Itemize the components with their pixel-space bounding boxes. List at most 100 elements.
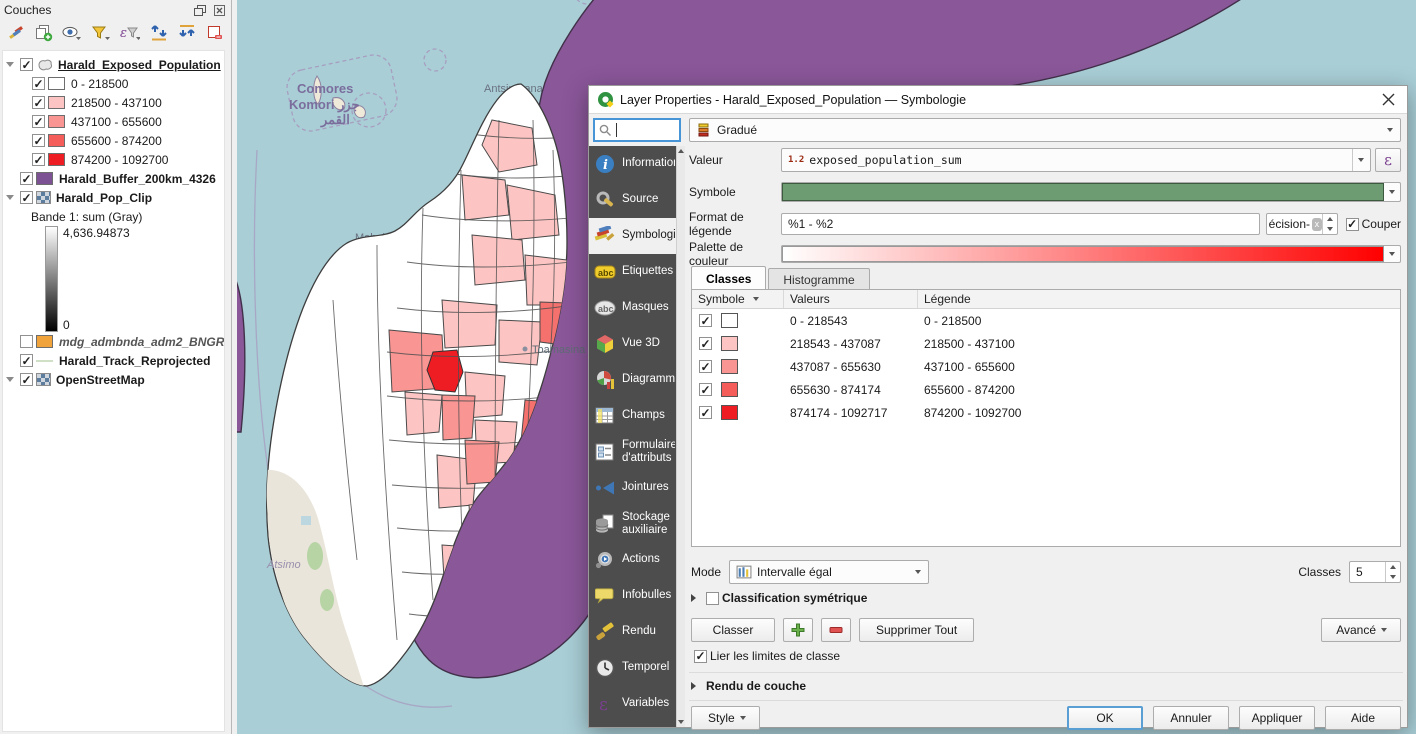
tab-jointures[interactable]: Jointures <box>589 470 685 506</box>
class-checkbox[interactable] <box>32 115 45 128</box>
tab-classes[interactable]: Classes <box>691 266 766 290</box>
advanced-button[interactable]: Avancé <box>1321 618 1401 642</box>
class-checkbox[interactable] <box>32 134 45 147</box>
renderer-select[interactable]: Gradué <box>689 118 1401 142</box>
expander-icon[interactable] <box>3 377 17 382</box>
layer-item-mdg-admin[interactable]: mdg_admbnda_adm2_BNGRC <box>3 332 224 351</box>
layer-checkbox[interactable] <box>20 58 33 71</box>
row-swatch[interactable] <box>721 405 738 420</box>
classes-count-spinner[interactable]: 5 <box>1349 561 1401 583</box>
remove-layer-icon[interactable] <box>206 23 225 43</box>
class-row[interactable]: 0 - 218543 0 - 218500 <box>692 309 1400 332</box>
spin-up-icon[interactable] <box>1323 214 1337 224</box>
layer-item-exposed-population[interactable]: Harald_Exposed_Population <box>3 55 224 74</box>
expander-icon[interactable] <box>3 62 17 67</box>
class-checkbox[interactable] <box>32 153 45 166</box>
class-checkbox[interactable] <box>32 96 45 109</box>
collapse-arrow-icon[interactable] <box>691 594 696 602</box>
add-class-button[interactable] <box>783 618 813 642</box>
tab-information[interactable]: i Information <box>589 146 685 182</box>
legend-class-row[interactable]: 655600 - 874200 <box>3 131 224 150</box>
filter-legend-icon[interactable] <box>91 23 111 43</box>
class-checkbox[interactable] <box>32 77 45 90</box>
row-checkbox[interactable] <box>699 360 712 373</box>
layer-item-track[interactable]: Harald_Track_Reprojected <box>3 351 224 370</box>
symbol-button[interactable] <box>781 182 1401 202</box>
row-checkbox[interactable] <box>699 406 712 419</box>
filter-expression-icon[interactable]: ε <box>120 23 140 43</box>
collapse-all-icon[interactable] <box>178 23 197 43</box>
clear-icon[interactable]: x <box>1312 218 1322 231</box>
dialog-titlebar[interactable]: Layer Properties - Harald_Exposed_Popula… <box>589 86 1407 114</box>
legend-class-row[interactable]: 0 - 218500 <box>3 74 224 93</box>
layer-checkbox[interactable] <box>20 354 33 367</box>
layer-item-osm[interactable]: OpenStreetMap <box>3 370 224 389</box>
color-ramp-button[interactable] <box>781 245 1401 263</box>
symmetric-checkbox[interactable] <box>706 592 719 605</box>
row-checkbox[interactable] <box>699 383 712 396</box>
classify-button[interactable]: Classer <box>691 618 775 642</box>
row-swatch[interactable] <box>721 382 738 397</box>
tab-infobulles[interactable]: Infobulles <box>589 578 685 614</box>
legend-class-row[interactable]: 218500 - 437100 <box>3 93 224 112</box>
remove-class-button[interactable] <box>821 618 851 642</box>
value-field-select[interactable]: 1.2 exposed_population_sum <box>781 148 1371 172</box>
layer-checkbox[interactable] <box>20 373 33 386</box>
tab-champs[interactable]: Champs <box>589 398 685 434</box>
precision-spinner[interactable]: écision- x <box>1266 213 1338 235</box>
class-row[interactable]: 655630 - 874174 655600 - 874200 <box>692 378 1400 401</box>
tab-etiquettes[interactable]: abc Étiquettes <box>589 254 685 290</box>
properties-search-input[interactable] <box>593 118 681 142</box>
sidebar-scrollbar[interactable] <box>676 146 685 727</box>
cancel-button[interactable]: Annuler <box>1153 706 1229 730</box>
tab-rendu[interactable]: Rendu <box>589 614 685 650</box>
layer-checkbox[interactable] <box>20 335 33 348</box>
tab-source[interactable]: Source <box>589 182 685 218</box>
class-row[interactable]: 218543 - 437087 218500 - 437100 <box>692 332 1400 355</box>
float-panel-icon[interactable] <box>192 3 208 17</box>
delete-all-button[interactable]: Supprimer Tout <box>859 618 974 642</box>
expand-all-icon[interactable] <box>149 23 168 43</box>
header-symbole[interactable]: Symbole <box>692 290 784 308</box>
row-swatch[interactable] <box>721 359 738 374</box>
tab-diagrammes[interactable]: Diagrammes <box>589 362 685 398</box>
layer-checkbox[interactable] <box>20 191 33 204</box>
tab-formulaire-attributs[interactable]: Formulaire d'attributs <box>589 434 685 470</box>
scroll-down-icon[interactable] <box>676 717 685 727</box>
tab-variables[interactable]: ε Variables <box>589 686 685 722</box>
spin-up-icon[interactable] <box>1386 562 1400 572</box>
tab-masques[interactable]: abc Masques <box>589 290 685 326</box>
style-button[interactable]: Style <box>691 706 760 730</box>
layer-item-buffer[interactable]: Harald_Buffer_200km_4326 <box>3 169 224 188</box>
scroll-up-icon[interactable] <box>676 146 685 156</box>
row-checkbox[interactable] <box>699 314 712 327</box>
layer-checkbox[interactable] <box>20 172 33 185</box>
expander-icon[interactable] <box>3 195 17 200</box>
collapse-arrow-icon[interactable] <box>691 682 696 690</box>
ok-button[interactable]: OK <box>1067 706 1143 730</box>
row-swatch[interactable] <box>721 336 738 351</box>
class-row[interactable]: 437087 - 655630 437100 - 655600 <box>692 355 1400 378</box>
spin-down-icon[interactable] <box>1386 572 1400 582</box>
row-checkbox[interactable] <box>699 337 712 350</box>
tab-elevation-partial[interactable] <box>589 722 685 727</box>
tab-temporel[interactable]: Temporel <box>589 650 685 686</box>
expression-builder-button[interactable]: ε <box>1375 148 1401 172</box>
tab-histogramme[interactable]: Histogramme <box>768 268 869 290</box>
header-legende[interactable]: Légende <box>918 290 1400 308</box>
mode-select[interactable]: Intervalle égal <box>729 560 929 584</box>
tab-symbologie[interactable]: Symbologie <box>589 218 685 254</box>
row-swatch[interactable] <box>721 313 738 328</box>
spin-down-icon[interactable] <box>1323 224 1337 234</box>
trim-checkbox[interactable] <box>1346 218 1359 231</box>
manage-map-themes-icon[interactable] <box>62 23 82 43</box>
legend-class-row[interactable]: 874200 - 1092700 <box>3 150 224 169</box>
header-valeurs[interactable]: Valeurs <box>784 290 918 308</box>
legend-class-row[interactable]: 437100 - 655600 <box>3 112 224 131</box>
legend-format-input[interactable]: %1 - %2 <box>781 213 1260 235</box>
add-group-icon[interactable] <box>34 23 53 43</box>
tab-vue-3d[interactable]: Vue 3D <box>589 326 685 362</box>
tab-stockage-auxiliaire[interactable]: Stockage auxiliaire <box>589 506 685 542</box>
layer-item-pop-clip[interactable]: Harald_Pop_Clip <box>3 188 224 207</box>
close-panel-icon[interactable] <box>211 3 227 17</box>
